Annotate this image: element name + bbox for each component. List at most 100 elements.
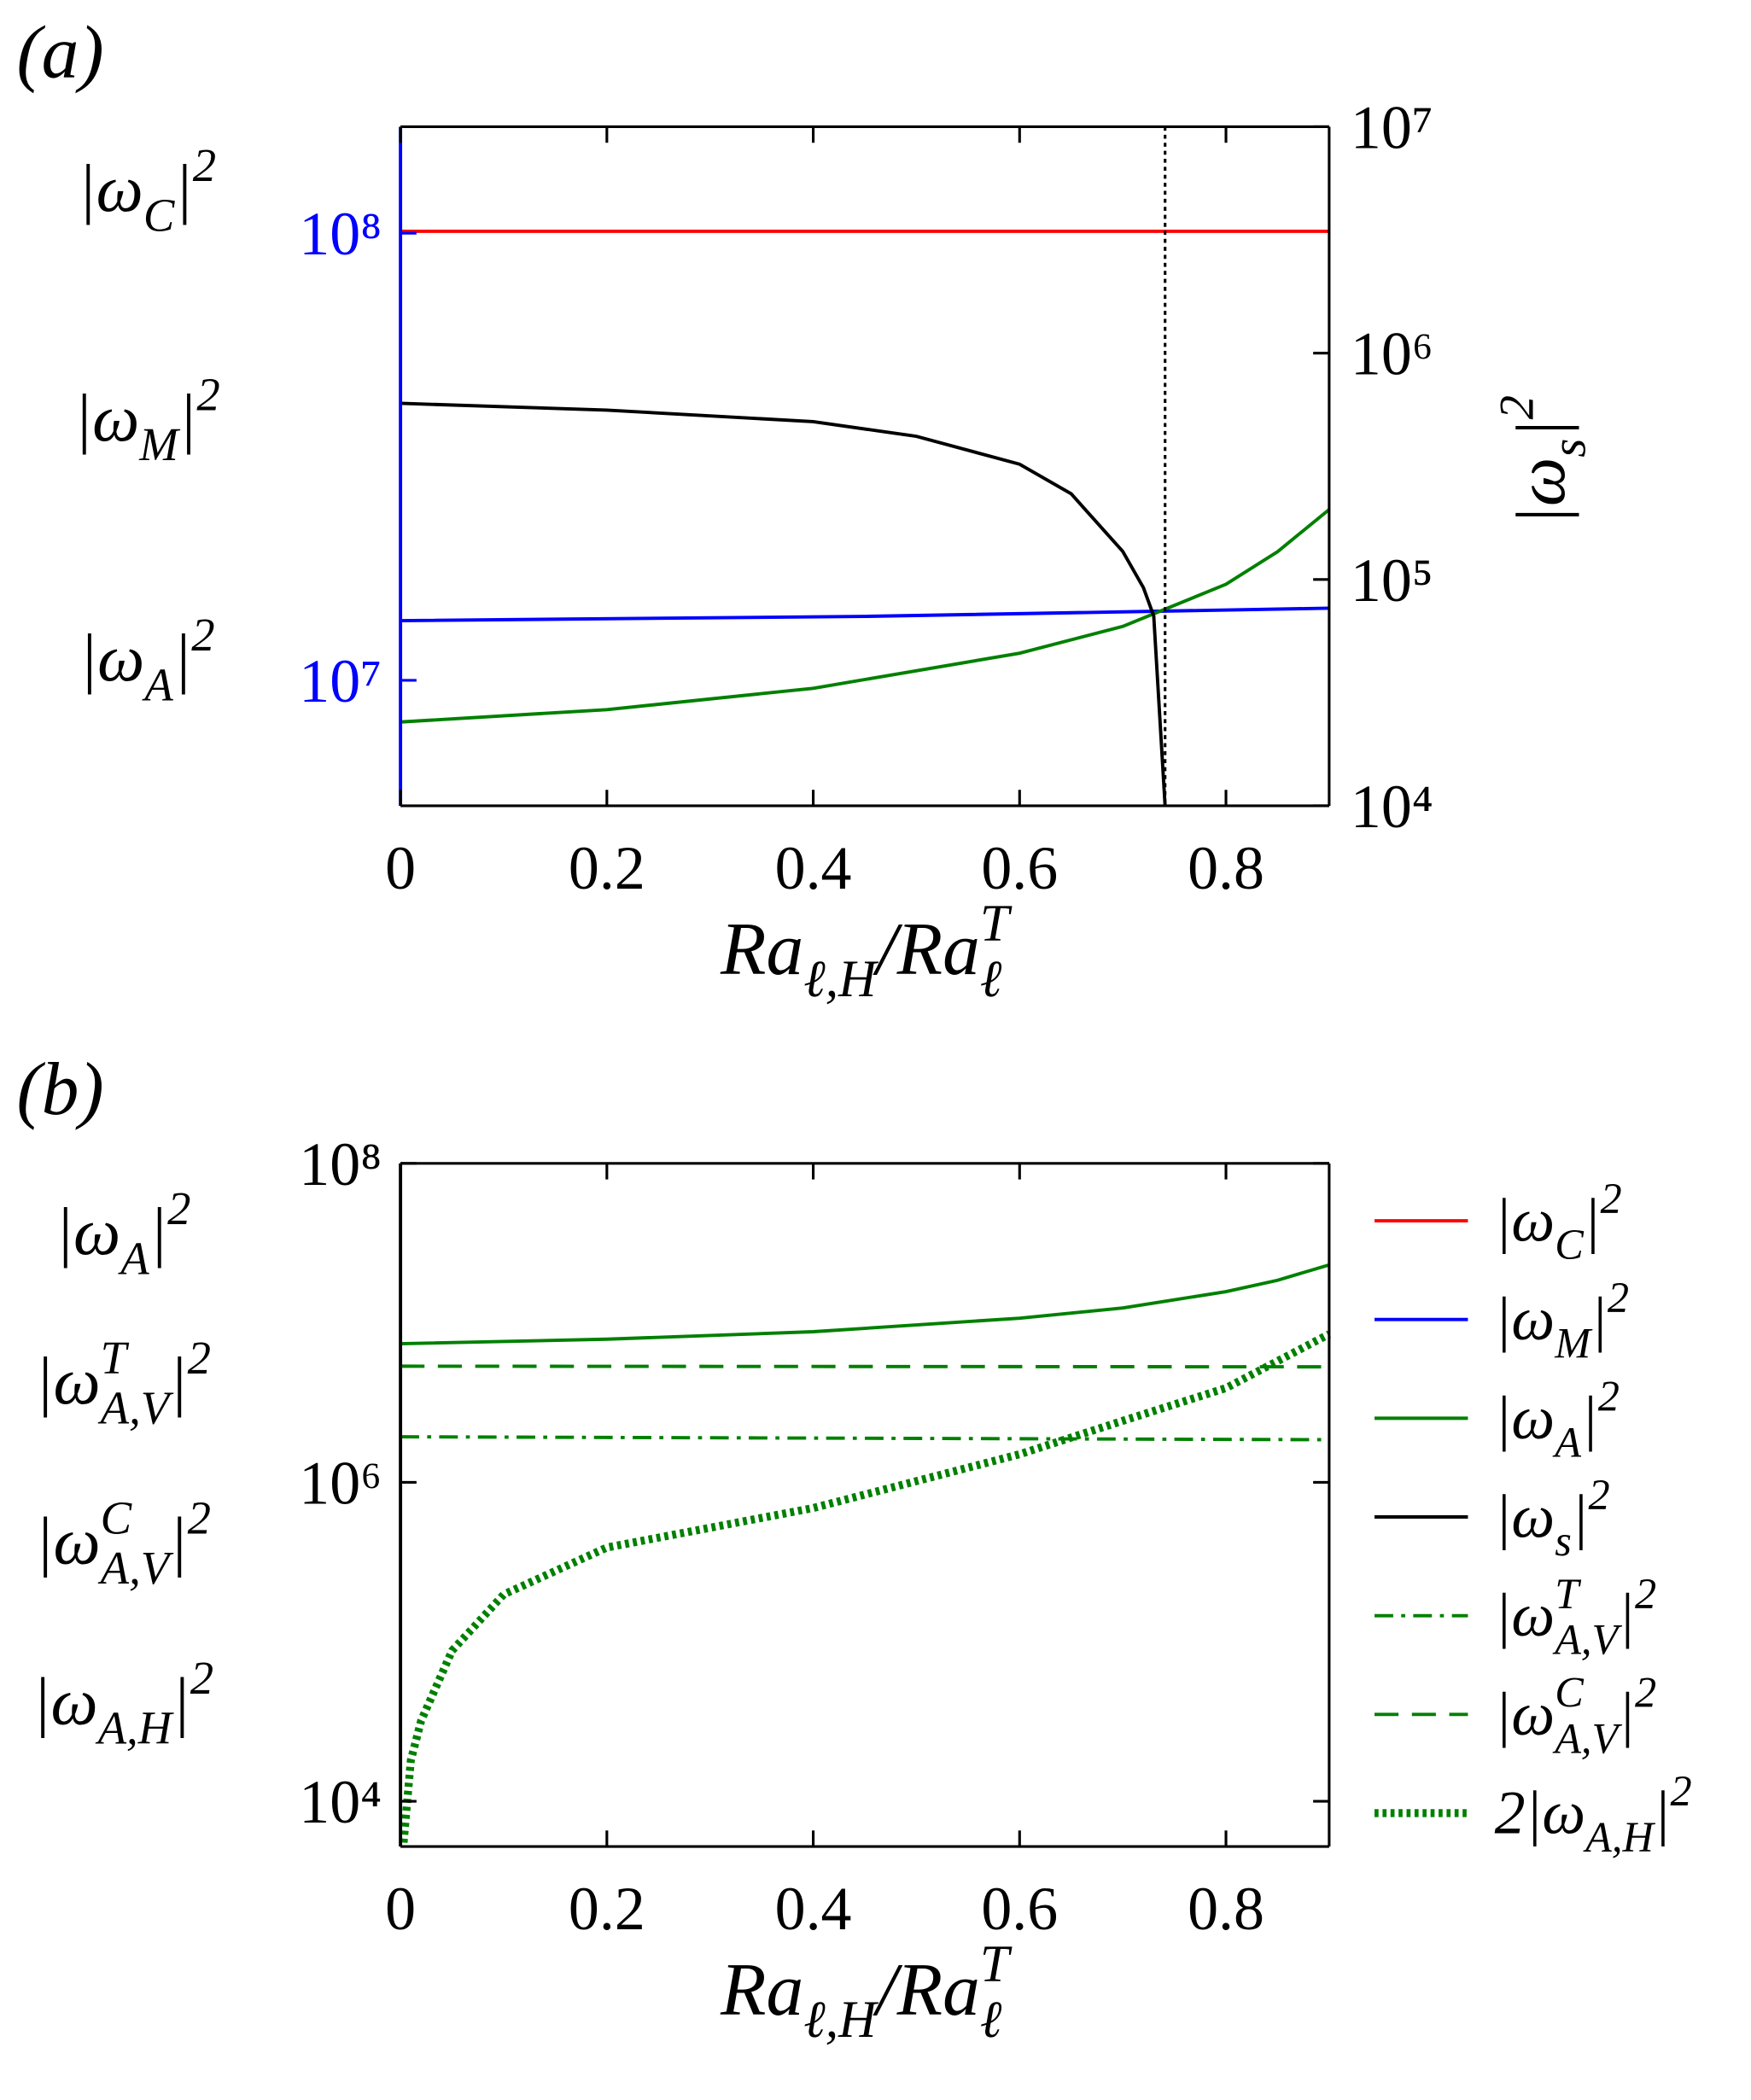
text-part: |ω xyxy=(35,1344,101,1418)
legend-label: 2|ωA,H|2 xyxy=(1495,1767,1692,1861)
x-tick-label: 0.2 xyxy=(569,1875,645,1943)
x-tick-label: 0.2 xyxy=(569,834,645,902)
text-part: |ω xyxy=(78,151,143,225)
y2-tick-label: 10⁴ xyxy=(1351,773,1433,841)
annotation: |ωA,H|2 xyxy=(32,1652,213,1754)
superscript: 2 xyxy=(167,1182,190,1234)
text-part: |ω xyxy=(1495,1680,1555,1748)
y2-tick-label: 10⁵ xyxy=(1351,546,1433,615)
subscript: A,V xyxy=(98,1382,174,1434)
y2-tick-label: 10⁶ xyxy=(1351,320,1433,388)
text-part: Ra xyxy=(720,907,803,990)
text-part: | xyxy=(1572,1482,1589,1550)
text-part: | xyxy=(178,381,196,455)
x-tick-label: 0.4 xyxy=(775,834,852,902)
legend-label: |ωC|2 xyxy=(1495,1175,1622,1269)
subscript: A xyxy=(118,1233,149,1285)
superscript: 2 xyxy=(1608,1274,1629,1321)
text-part: |ω xyxy=(74,381,140,455)
y-tick-label: 10⁸ xyxy=(299,200,382,268)
superscript: T xyxy=(980,895,1013,953)
superscript: T xyxy=(1555,1570,1581,1618)
text-part: 2|ω xyxy=(1495,1778,1585,1846)
text-part: | xyxy=(1654,1778,1671,1846)
subscript: A,V xyxy=(1552,1616,1622,1664)
subscript: ℓ,H xyxy=(803,1991,878,2049)
x-tick-label: 0.6 xyxy=(981,834,1058,902)
superscript: 2 xyxy=(1490,395,1544,419)
subscript: A,V xyxy=(1552,1714,1622,1762)
text-part: | xyxy=(1584,1186,1601,1254)
superscript: 2 xyxy=(1671,1767,1692,1815)
text-part: |ω xyxy=(55,1194,121,1269)
y-tick-label: 10⁷ xyxy=(299,647,382,715)
subscript: ℓ xyxy=(980,1991,1002,2049)
superscript: 2 xyxy=(188,1332,211,1384)
data-line xyxy=(400,1263,1330,1346)
superscript: 2 xyxy=(188,1492,211,1544)
annotation: |ωM|2 xyxy=(74,369,220,471)
superscript: 2 xyxy=(196,369,219,421)
x-tick-label: 0 xyxy=(385,1875,416,1943)
data-line xyxy=(400,1330,1332,1843)
superscript: T xyxy=(101,1332,130,1384)
subscript: M xyxy=(1554,1320,1593,1368)
text-part: |ω xyxy=(1503,458,1579,526)
annotation: |ωA|2 xyxy=(55,1182,191,1285)
superscript: C xyxy=(101,1492,132,1544)
subscript: A xyxy=(1552,1418,1581,1466)
text-part: | xyxy=(169,1504,187,1578)
subscript: C xyxy=(1555,1221,1585,1269)
panel-label: (b) xyxy=(17,1047,104,1130)
superscript: C xyxy=(1555,1668,1585,1716)
subscript: A,H xyxy=(96,1702,174,1754)
superscript: 2 xyxy=(1589,1471,1610,1519)
text-part: | xyxy=(172,1664,190,1738)
legend-label: |ωs|2 xyxy=(1495,1471,1610,1565)
text-part: |ω xyxy=(1495,1581,1555,1649)
data-line xyxy=(400,401,1167,807)
data-line xyxy=(400,508,1331,724)
text-part: Ra xyxy=(720,1948,803,2031)
x-axis-title: Raℓ,H/RaT ℓ xyxy=(720,1935,1013,2050)
superscript: T xyxy=(980,1935,1013,1993)
y2-axis-title: |ωs|2 xyxy=(1490,395,1596,526)
text-part: |ω xyxy=(1495,1285,1555,1353)
y-tick-label: 10⁴ xyxy=(299,1768,382,1836)
subscript: ℓ,H xyxy=(803,950,878,1008)
subscript: A xyxy=(142,659,173,711)
data-line xyxy=(400,1364,1329,1369)
text-part: | xyxy=(174,151,192,225)
superscript: 2 xyxy=(1635,1668,1656,1716)
text-part: |ω xyxy=(1495,1482,1555,1550)
panel-label: (a) xyxy=(17,10,104,93)
superscript: 2 xyxy=(1598,1372,1620,1420)
text-part: | xyxy=(173,621,191,695)
superscript: 2 xyxy=(190,1652,213,1704)
text-part: | xyxy=(149,1194,167,1269)
data-line xyxy=(400,606,1329,622)
superscript: 2 xyxy=(1635,1570,1656,1618)
text-part: /Ra xyxy=(872,907,980,990)
text-part: |ω xyxy=(1495,1186,1555,1254)
y2-tick-label: 10⁷ xyxy=(1351,93,1433,161)
x-tick-label: 0 xyxy=(385,834,416,902)
annotation: |ωT A,V|2 xyxy=(35,1332,211,1434)
legend-label: |ωA|2 xyxy=(1495,1372,1620,1466)
subscript: C xyxy=(143,189,175,241)
superscript: 2 xyxy=(191,609,214,661)
legend-label: |ωT A,V|2 xyxy=(1495,1570,1656,1664)
x-tick-label: 0.8 xyxy=(1188,834,1264,902)
y-tick-label: 10⁸ xyxy=(299,1130,382,1199)
annotation: |ωC|2 xyxy=(78,139,216,242)
x-tick-label: 0.8 xyxy=(1188,1875,1264,1943)
text-part: | xyxy=(1590,1285,1608,1353)
text-part: | xyxy=(1581,1384,1598,1452)
x-tick-label: 0.4 xyxy=(775,1875,852,1943)
text-part: | xyxy=(1503,419,1579,438)
data-line xyxy=(400,1435,1329,1442)
text-part: |ω xyxy=(35,1504,101,1578)
subscript: s xyxy=(1542,439,1596,458)
